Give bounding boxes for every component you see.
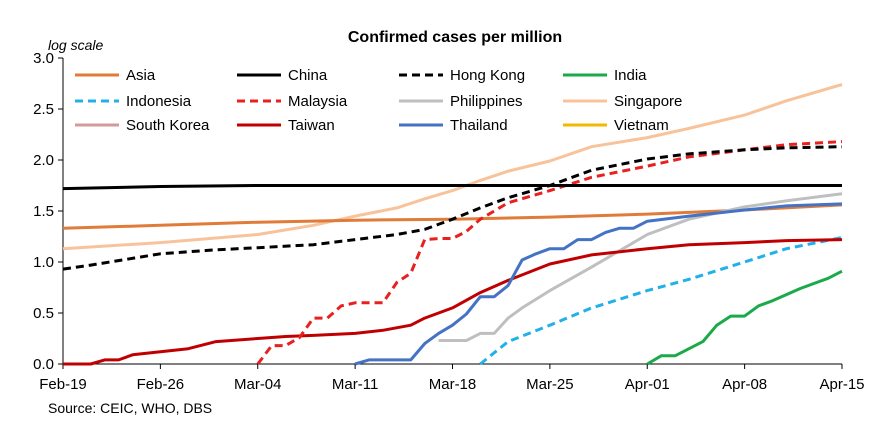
series-line-philippines: [438, 192, 843, 342]
legend-label-hong-kong: Hong Kong: [450, 67, 525, 84]
x-tick-label: Mar-11: [332, 376, 378, 393]
legend-label-south-korea: South Korea: [126, 117, 210, 134]
legend-label-malaysia: Malaysia: [288, 93, 348, 110]
legend-label-singapore: Singapore: [614, 93, 682, 110]
series-lines: [62, 83, 843, 366]
x-tick-label: Mar-18: [429, 376, 477, 393]
x-tick-label: Apr-15: [819, 376, 864, 393]
legend-label-thailand: Thailand: [450, 117, 508, 134]
x-tick-label: Feb-19: [39, 376, 87, 393]
source-note: Source: CEIC, WHO, DBS: [48, 400, 212, 416]
legend: Asia China Hong Kong India Indonesia Malaysia…: [75, 67, 682, 134]
series-line-india: [646, 269, 843, 366]
series-line-asia: [62, 203, 843, 230]
y-tick-label: 3.0: [33, 50, 54, 67]
series-line-malaysia: [256, 140, 843, 365]
series-line-taiwan: [63, 238, 843, 366]
legend-label-indonesia: Indonesia: [126, 93, 192, 110]
series-line-thailand: [354, 202, 843, 366]
legend-label-china: China: [288, 67, 328, 84]
x-tick-label: Apr-01: [625, 376, 670, 393]
axes: 0.0 0.5 1.0 1.5 2.0 2.5 3.0 Feb-19 Feb-26 Mar-04 M…: [33, 50, 864, 393]
series-line-indonesia: [479, 236, 843, 366]
y-tick-label: 2.0: [33, 152, 54, 169]
y-tick-label: 2.5: [33, 101, 54, 118]
y-tick-label: 0.0: [33, 356, 54, 373]
y-tick-label: 1.0: [33, 254, 54, 271]
series-line-china: [62, 184, 842, 191]
legend-label-vietnam: Vietnam: [614, 117, 669, 134]
legend-label-taiwan: Taiwan: [288, 117, 335, 134]
series-line-hong-kong: [62, 145, 843, 271]
x-tick-label: Feb-26: [137, 376, 185, 393]
legend-label-philippines: Philippines: [450, 93, 523, 110]
y-tick-label: 1.5: [33, 203, 54, 220]
x-tick-label: Mar-04: [234, 376, 282, 393]
log-scale-note: log scale: [48, 37, 103, 53]
legend-label-india: India: [614, 67, 647, 84]
x-tick-label: Mar-25: [526, 376, 574, 393]
chart-title: Confirmed cases per million: [348, 29, 562, 46]
series-line-singapore: [62, 83, 843, 251]
legend-label-asia: Asia: [126, 67, 156, 84]
x-tick-label: Apr-08: [722, 376, 767, 393]
y-tick-label: 0.5: [33, 305, 54, 322]
